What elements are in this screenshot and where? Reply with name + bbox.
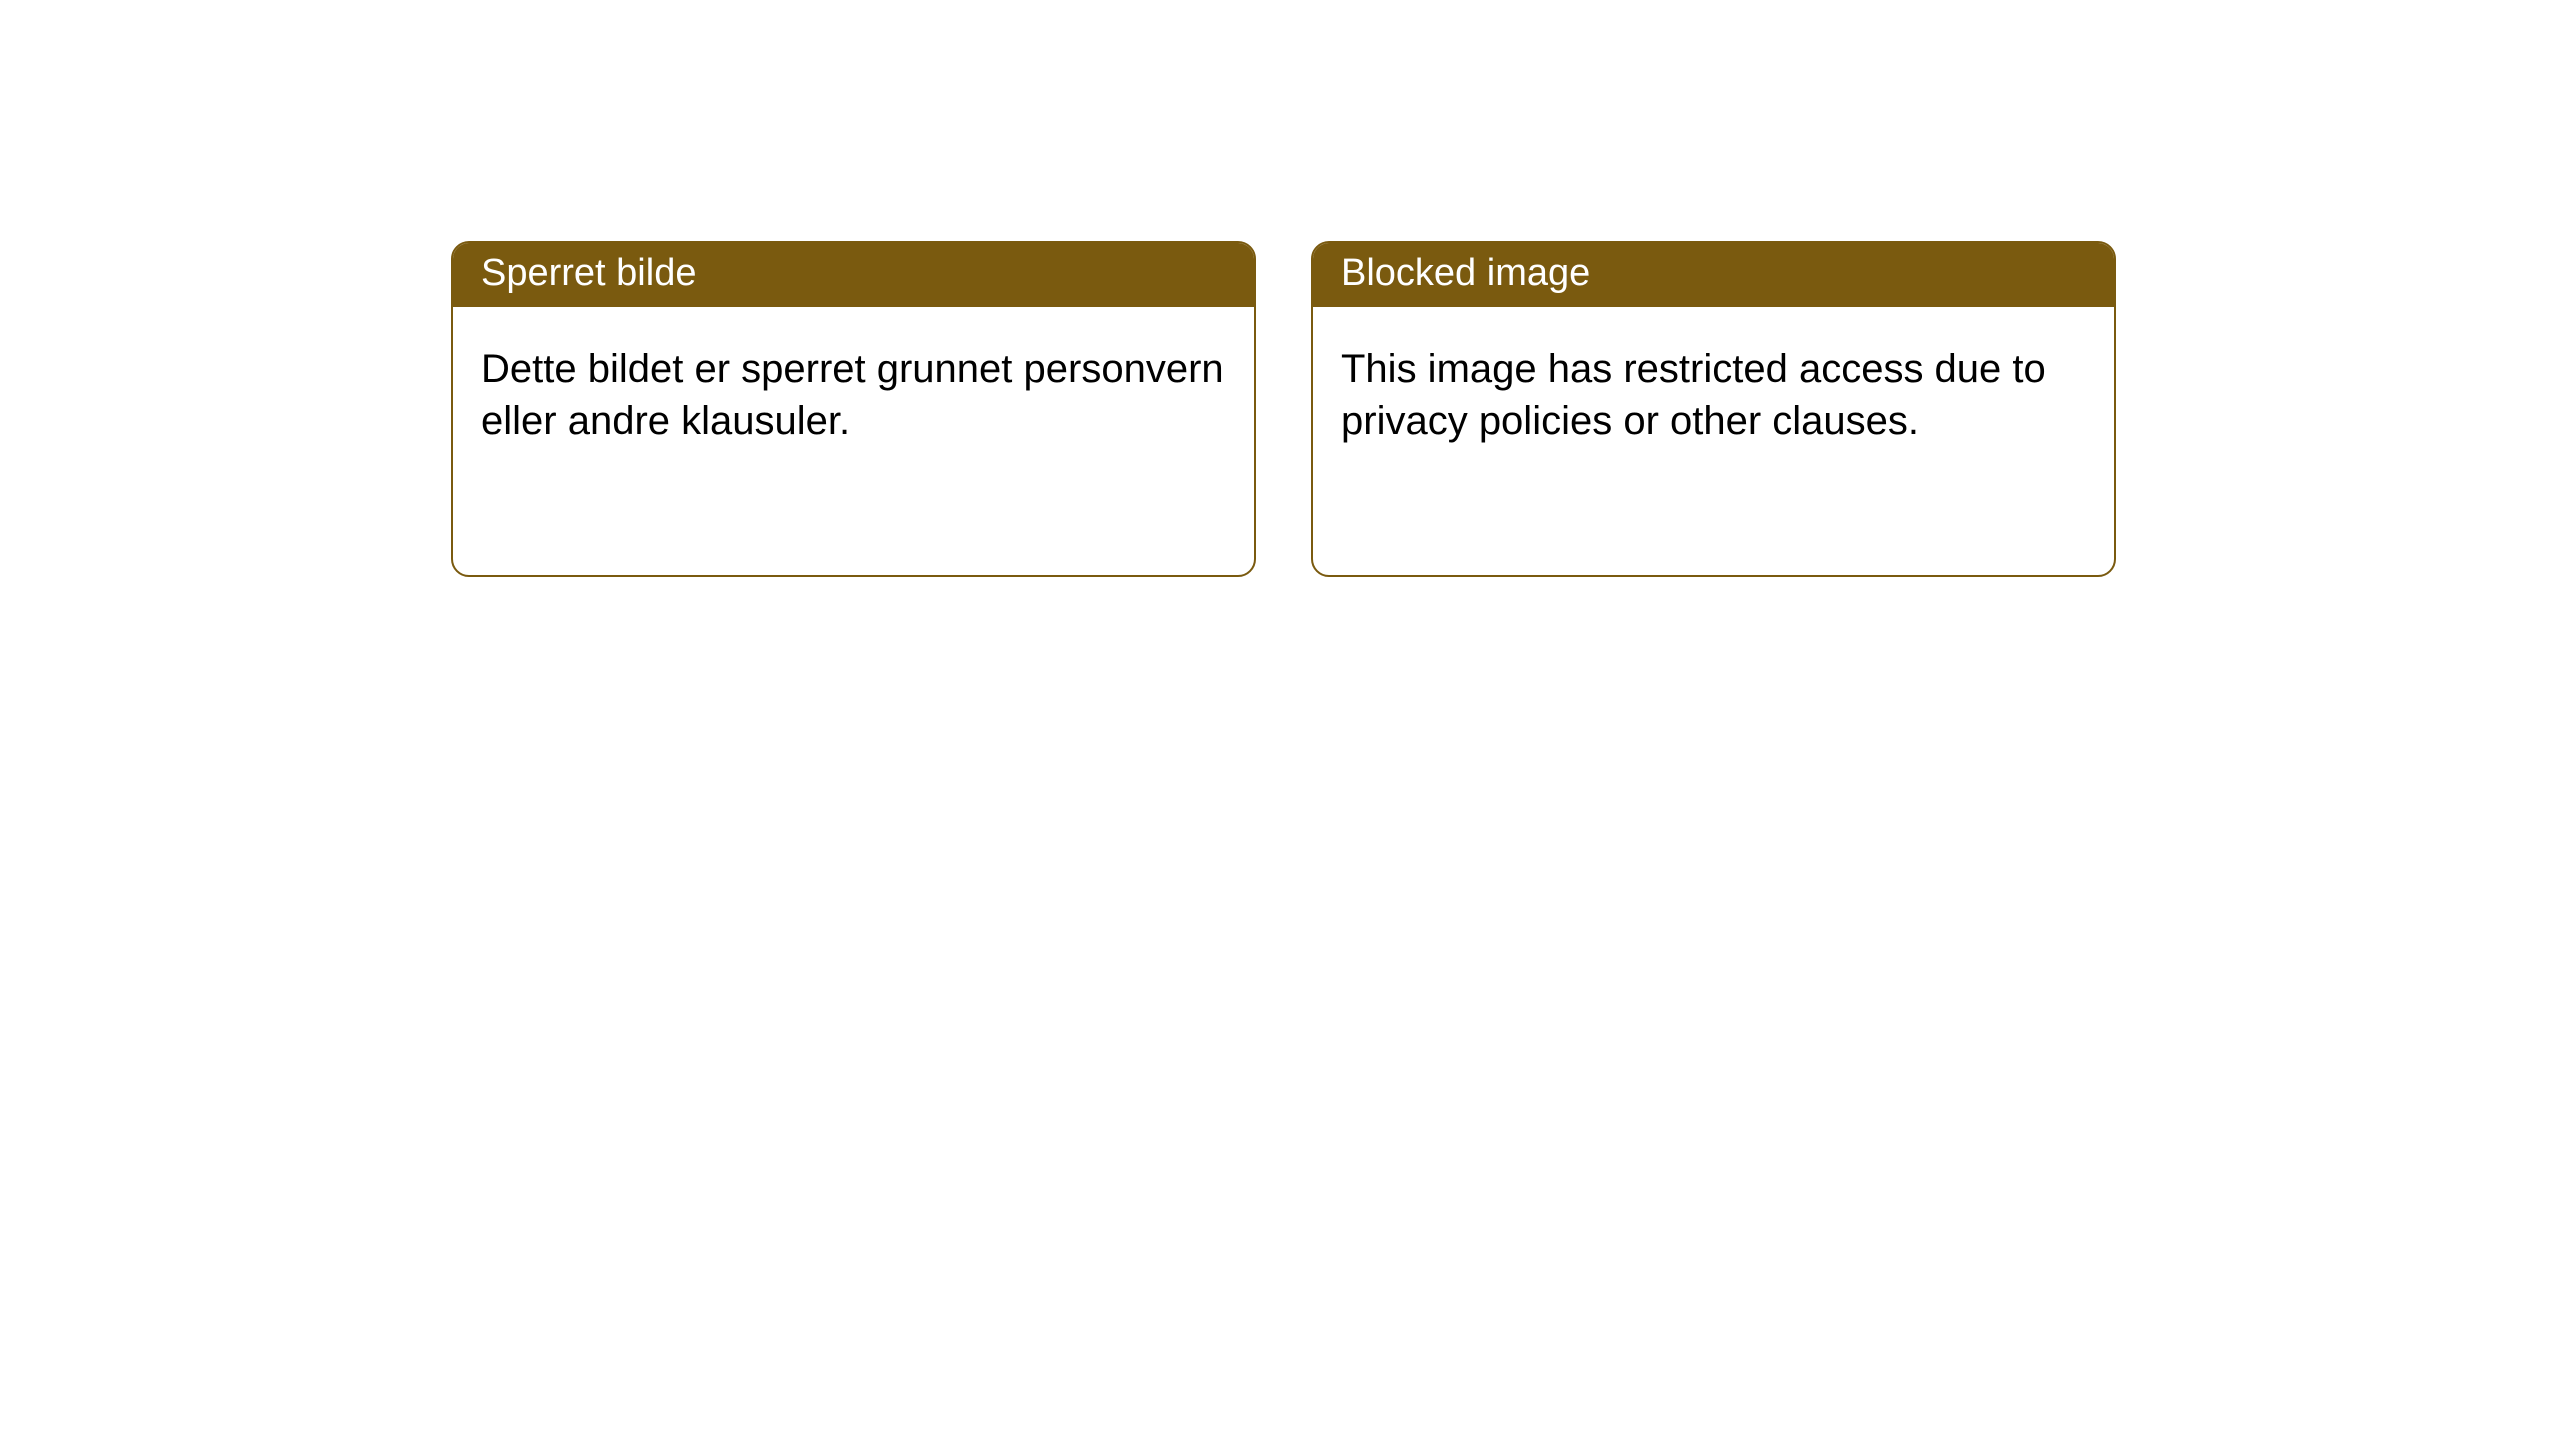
card-body: Dette bildet er sperret grunnet personve… — [453, 307, 1254, 475]
card-message: This image has restricted access due to … — [1341, 347, 2046, 443]
card-header: Sperret bilde — [453, 243, 1254, 307]
notice-cards-container: Sperret bilde Dette bildet er sperret gr… — [451, 241, 2560, 577]
card-title: Blocked image — [1341, 252, 1590, 294]
card-header: Blocked image — [1313, 243, 2114, 307]
card-title: Sperret bilde — [481, 252, 696, 294]
notice-card-norwegian: Sperret bilde Dette bildet er sperret gr… — [451, 241, 1256, 577]
notice-card-english: Blocked image This image has restricted … — [1311, 241, 2116, 577]
card-body: This image has restricted access due to … — [1313, 307, 2114, 475]
card-message: Dette bildet er sperret grunnet personve… — [481, 347, 1224, 443]
